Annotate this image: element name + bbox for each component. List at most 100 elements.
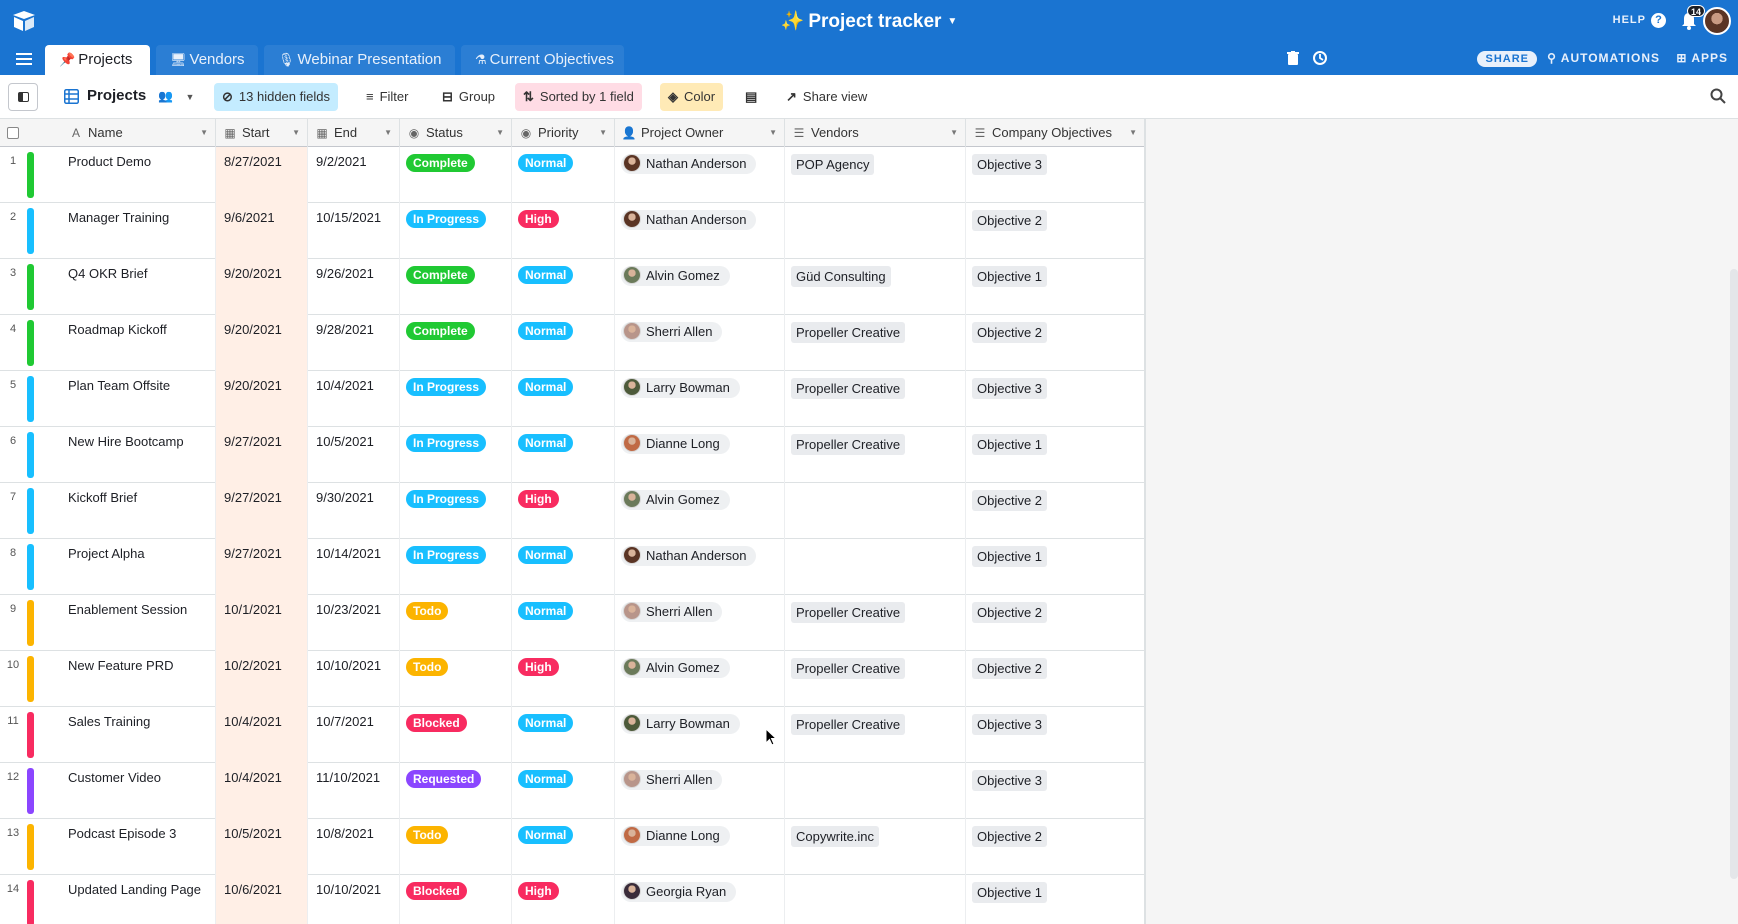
cell-end[interactable]: 10/4/2021 (308, 371, 400, 427)
cell-name[interactable]: Product Demo (62, 147, 216, 203)
cell-name[interactable]: New Feature PRD (62, 651, 216, 707)
cell-start[interactable]: 10/4/2021 (216, 763, 308, 819)
table-row[interactable]: 11 Sales Training 10/4/2021 10/7/2021 Blocke… (0, 707, 1145, 763)
cell-priority[interactable]: Normal (512, 707, 615, 763)
table-row[interactable]: 4 Roadmap Kickoff 9/20/2021 9/28/2021 Comple… (0, 315, 1145, 371)
cell-status[interactable]: Todo (400, 595, 512, 651)
cell-status[interactable]: In Progress (400, 371, 512, 427)
cell-vendors[interactable] (785, 203, 966, 259)
cell-end[interactable]: 10/5/2021 (308, 427, 400, 483)
cell-project-owner[interactable]: Sherri Allen (615, 763, 785, 819)
table-row[interactable]: 2 Manager Training 9/6/2021 10/15/2021 In Pr… (0, 203, 1145, 259)
cell-company-objectives[interactable]: Objective 3 (966, 147, 1145, 203)
tab-current-objectives[interactable]: ⚗ Current Objectives (461, 45, 624, 75)
sidebar-toggle-button[interactable] (8, 83, 38, 111)
cell-vendors[interactable]: Propeller Creative (785, 651, 966, 707)
cell-start[interactable]: 9/20/2021 (216, 259, 308, 315)
cell-status[interactable]: Blocked (400, 875, 512, 924)
cell-name[interactable]: Plan Team Offsite (62, 371, 216, 427)
cell-company-objectives[interactable]: Objective 2 (966, 595, 1145, 651)
cell-company-objectives[interactable]: Objective 3 (966, 763, 1145, 819)
cell-company-objectives[interactable]: Objective 3 (966, 707, 1145, 763)
tab-projects[interactable]: 📌 Projects (45, 45, 150, 75)
table-row[interactable]: 8 Project Alpha 9/27/2021 10/14/2021 In Prog… (0, 539, 1145, 595)
cell-end[interactable]: 9/2/2021 (308, 147, 400, 203)
table-row[interactable]: 3 Q4 OKR Brief 9/20/2021 9/26/2021 Complete N… (0, 259, 1145, 315)
cell-start[interactable]: 9/27/2021 (216, 483, 308, 539)
cell-vendors[interactable]: Propeller Creative (785, 315, 966, 371)
cell-start[interactable]: 9/27/2021 (216, 539, 308, 595)
cell-end[interactable]: 10/15/2021 (308, 203, 400, 259)
cell-company-objectives[interactable]: Objective 1 (966, 259, 1145, 315)
cell-vendors[interactable] (785, 539, 966, 595)
cell-priority[interactable]: High (512, 875, 615, 924)
cell-vendors[interactable] (785, 763, 966, 819)
cell-name[interactable]: Updated Landing Page (62, 875, 216, 924)
cell-start[interactable]: 10/1/2021 (216, 595, 308, 651)
cell-name[interactable]: Roadmap Kickoff (62, 315, 216, 371)
share-button[interactable]: SHARE (1477, 51, 1537, 67)
cell-company-objectives[interactable]: Objective 3 (966, 371, 1145, 427)
cell-end[interactable]: 10/14/2021 (308, 539, 400, 595)
tab-vendors[interactable]: 🖥 Vendors (156, 45, 258, 75)
user-avatar[interactable] (1703, 7, 1731, 35)
cell-name[interactable]: Enablement Session (62, 595, 216, 651)
tab-webinar-presentation[interactable]: 🎙 Webinar Presentation (264, 45, 455, 75)
share-view-button[interactable]: ↗ Share view (778, 83, 875, 111)
cell-priority[interactable]: Normal (512, 763, 615, 819)
group-button[interactable]: ⊟ Group (434, 83, 503, 111)
cell-status[interactable]: Complete (400, 315, 512, 371)
cell-name[interactable]: Customer Video (62, 763, 216, 819)
cell-status[interactable]: In Progress (400, 427, 512, 483)
cell-vendors[interactable] (785, 875, 966, 924)
cell-start[interactable]: 10/4/2021 (216, 707, 308, 763)
column-header-start[interactable]: ▦ Start ▼ (216, 119, 308, 147)
cell-start[interactable]: 10/6/2021 (216, 875, 308, 924)
cell-end[interactable]: 10/7/2021 (308, 707, 400, 763)
cell-end[interactable]: 10/8/2021 (308, 819, 400, 875)
cell-name[interactable]: Q4 OKR Brief (62, 259, 216, 315)
column-header-company-objectives[interactable]: ☰ Company Objectives ▼ (966, 119, 1145, 147)
cell-status[interactable]: Todo (400, 819, 512, 875)
select-all-checkbox[interactable] (7, 127, 19, 139)
cell-project-owner[interactable]: Alvin Gomez (615, 259, 785, 315)
cell-project-owner[interactable]: Nathan Anderson (615, 203, 785, 259)
cell-company-objectives[interactable]: Objective 2 (966, 651, 1145, 707)
cell-start[interactable]: 9/20/2021 (216, 371, 308, 427)
cell-status[interactable]: Complete (400, 259, 512, 315)
cell-name[interactable]: New Hire Bootcamp (62, 427, 216, 483)
column-header-project-owner[interactable]: 👤 Project Owner ▼ (615, 119, 785, 147)
cell-status[interactable]: Todo (400, 651, 512, 707)
cell-project-owner[interactable]: Larry Bowman (615, 707, 785, 763)
cell-vendors[interactable]: Propeller Creative (785, 595, 966, 651)
cell-vendors[interactable] (785, 483, 966, 539)
cell-priority[interactable]: High (512, 203, 615, 259)
cell-project-owner[interactable]: Larry Bowman (615, 371, 785, 427)
cell-project-owner[interactable]: Sherri Allen (615, 315, 785, 371)
cell-project-owner[interactable]: Alvin Gomez (615, 483, 785, 539)
cell-end[interactable]: 10/10/2021 (308, 875, 400, 924)
cell-status[interactable]: In Progress (400, 203, 512, 259)
table-row[interactable]: 5 Plan Team Offsite 9/20/2021 10/4/2021 In P… (0, 371, 1145, 427)
cell-end[interactable]: 11/10/2021 (308, 763, 400, 819)
cell-status[interactable]: In Progress (400, 539, 512, 595)
cell-company-objectives[interactable]: Objective 2 (966, 483, 1145, 539)
cell-priority[interactable]: Normal (512, 315, 615, 371)
cell-project-owner[interactable]: Nathan Anderson (615, 147, 785, 203)
cell-priority[interactable]: Normal (512, 595, 615, 651)
cell-status[interactable]: In Progress (400, 483, 512, 539)
help-button[interactable]: HELP (1612, 14, 1646, 26)
cell-end[interactable]: 9/26/2021 (308, 259, 400, 315)
menu-icon[interactable] (16, 53, 32, 65)
cell-company-objectives[interactable]: Objective 2 (966, 315, 1145, 371)
table-row[interactable]: 13 Podcast Episode 3 10/5/2021 10/8/2021 Tod… (0, 819, 1145, 875)
table-row[interactable]: 14 Updated Landing Page 10/6/2021 10/10/202… (0, 875, 1145, 924)
cell-status[interactable]: Complete (400, 147, 512, 203)
cell-name[interactable]: Kickoff Brief (62, 483, 216, 539)
cell-project-owner[interactable]: Dianne Long (615, 819, 785, 875)
filter-button[interactable]: ≡ Filter (358, 83, 416, 111)
cell-priority[interactable]: Normal (512, 539, 615, 595)
table-row[interactable]: 12 Customer Video 10/4/2021 11/10/2021 Reque… (0, 763, 1145, 819)
cell-vendors[interactable]: Propeller Creative (785, 427, 966, 483)
cell-vendors[interactable]: Copywrite.inc (785, 819, 966, 875)
